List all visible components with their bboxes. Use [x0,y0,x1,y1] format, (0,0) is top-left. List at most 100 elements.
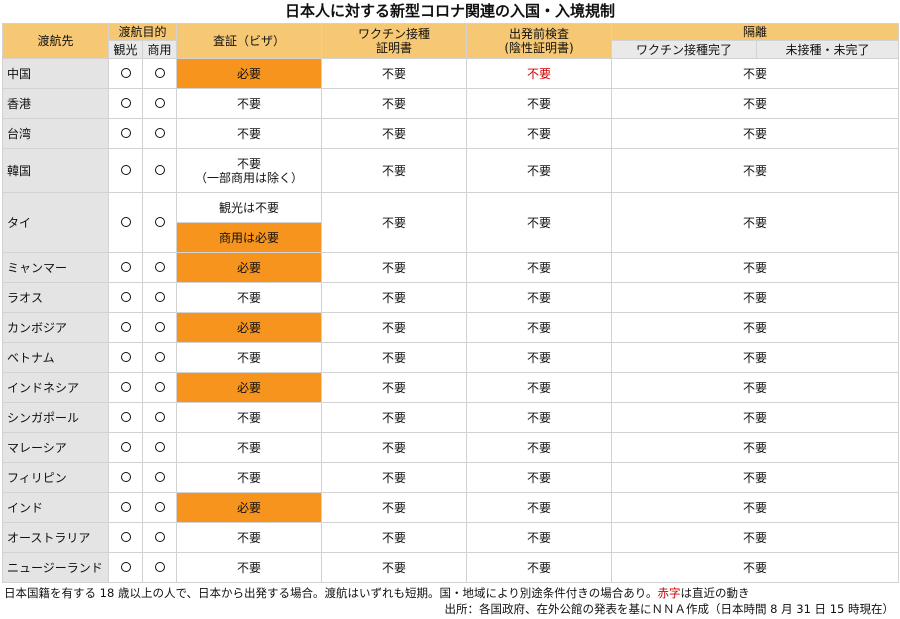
footnote-red-word: 赤字 [657,586,681,600]
business-cell [141,192,178,253]
circle-mark-icon [154,561,165,572]
circle-mark-icon [120,531,131,542]
header-destination: 渡航先 [2,23,109,59]
vaccine-cert-cell: 不要 [321,432,468,463]
header-tourism: 観光 [108,40,143,59]
quarantine-cell: 不要 [611,432,900,463]
vaccine-cert-cell: 不要 [321,372,468,403]
circle-mark-icon [120,97,131,108]
quarantine-cell: 不要 [611,522,900,553]
test-cell: 不要 [466,432,613,463]
circle-mark-icon [154,291,165,302]
business-cell [141,492,178,523]
country-cell: ニュージーランド [2,552,109,583]
visa-line1: 不要 [237,156,262,171]
circle-mark-icon [120,501,131,512]
visa-cell: 不要 [176,462,323,493]
visa-cell: 必要 [176,312,323,343]
table-header: 渡航先 渡航目的 査証（ビザ） ワクチン接種 証明書 出発前検査 (陰性証明書) 隔… [2,23,900,59]
quarantine-cell: 不要 [611,148,900,193]
business-cell [141,432,178,463]
country-cell: 台湾 [2,118,109,149]
tourism-cell [108,552,143,583]
visa-cell: 不要 [176,118,323,149]
circle-mark-icon [154,261,165,272]
country-cell: シンガポール [2,402,109,433]
visa-cell: 不要 [176,282,323,313]
table-row: インドネシア 必要 不要 不要 不要 [2,372,900,403]
tourism-cell [108,342,143,373]
table-row: フィリピン 不要 不要 不要 不要 [2,462,900,493]
country-cell: ベトナム [2,342,109,373]
table-row: 中国 必要 不要 不要 不要 [2,58,900,89]
circle-mark-icon [120,127,131,138]
table-row: インド 必要 不要 不要 不要 [2,492,900,523]
test-cell: 不要 [466,312,613,343]
vaccine-cert-cell: 不要 [321,58,468,89]
business-cell [141,252,178,283]
tourism-cell [108,58,143,89]
table-row: 台湾 不要 不要 不要 不要 [2,118,900,149]
country-cell: インドネシア [2,372,109,403]
visa-cell: 不要 [176,522,323,553]
vaccine-cert-cell: 不要 [321,492,468,523]
footnote: 日本国籍を有する 18 歳以上の人で、日本から出発する場合。渡航はいずれも短期。… [4,585,750,601]
tourism-cell [108,432,143,463]
table-body: 中国 必要 不要 不要 不要 香港 不要 不要 不要 不要 台湾 [2,58,900,583]
visa-cell: 必要 [176,252,323,283]
business-cell [141,462,178,493]
vaccine-cert-cell: 不要 [321,148,468,193]
quarantine-cell: 不要 [611,252,900,283]
table-row: 韓国 不要 （一部商用は除く） 不要 不要 不要 [2,148,900,193]
circle-mark-icon [120,291,131,302]
test-cell: 不要 [466,372,613,403]
country-cell: オーストラリア [2,522,109,553]
circle-mark-icon [120,216,131,227]
tourism-cell [108,282,143,313]
vaccine-cert-cell: 不要 [321,522,468,553]
country-cell: ラオス [2,282,109,313]
test-cell: 不要 [466,148,613,193]
table-row: ラオス 不要 不要 不要 不要 [2,282,900,313]
circle-mark-icon [154,97,165,108]
tourism-cell [108,402,143,433]
circle-mark-icon [120,441,131,452]
table-row: タイ 観光は不要 不要 不要 不要 [2,192,900,253]
tourism-cell [108,492,143,523]
header-quarantine: 隔離 [611,23,900,41]
test-cell: 不要 [466,522,613,553]
tourism-cell [108,118,143,149]
country-cell: 韓国 [2,148,109,193]
quarantine-cell: 不要 [611,192,900,253]
country-cell: カンボジア [2,312,109,343]
business-cell [141,88,178,119]
test-cell: 不要 [466,402,613,433]
visa-tourism-cell: 観光は不要 [176,192,323,223]
footnote-text: 日本国籍を有する 18 歳以上の人で、日本から出発する場合。渡航はいずれも短期。… [4,586,658,600]
visa-cell: 必要 [176,492,323,523]
vaccine-cert-cell: 不要 [321,312,468,343]
circle-mark-icon [120,164,131,175]
source-note: 出所：各国政府、在外公館の発表を基にＮＮＡ作成（日本時間 8 月 31 日 15… [444,602,894,616]
circle-mark-icon [154,351,165,362]
circle-mark-icon [154,164,165,175]
country-cell: 中国 [2,58,109,89]
visa-cell: 不要 [176,88,323,119]
business-cell [141,282,178,313]
circle-mark-icon [120,411,131,422]
country-cell: タイ [2,192,109,253]
country-cell: マレーシア [2,432,109,463]
regulation-table: 渡航先 渡航目的 査証（ビザ） ワクチン接種 証明書 出発前検査 (陰性証明書) 隔… [2,23,900,583]
circle-mark-icon [154,411,165,422]
tourism-cell [108,148,143,193]
table-row: マレーシア 不要 不要 不要 不要 [2,432,900,463]
test-cell: 不要 [466,552,613,583]
tourism-cell [108,522,143,553]
header-business: 商用 [141,40,178,59]
circle-mark-icon [154,441,165,452]
page-title: 日本人に対する新型コロナ関連の入国・入境規制 [284,2,615,20]
vaccine-cert-cell: 不要 [321,252,468,283]
circle-mark-icon [154,67,165,78]
header-vaccine-cert: ワクチン接種 証明書 [321,23,468,59]
table-row: オーストラリア 不要 不要 不要 不要 [2,522,900,553]
